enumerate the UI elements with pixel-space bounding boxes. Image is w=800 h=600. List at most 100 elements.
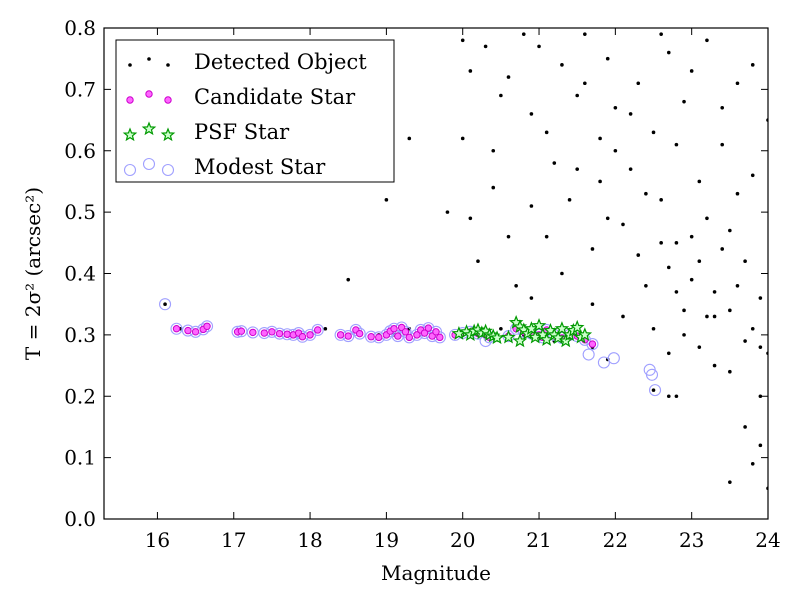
data-point [705,314,709,319]
data-point [621,222,625,227]
y-tick-label: 0.5 [64,200,96,224]
data-point [735,283,740,288]
data-point [314,326,322,334]
data-point [750,461,755,466]
data-point [375,333,383,342]
data-point [590,302,595,306]
x-tick-label: 24 [755,528,780,552]
data-point [569,319,585,334]
data-point [720,247,725,251]
data-point [583,32,587,36]
data-point [689,277,694,282]
data-point [407,136,412,141]
series-layer [159,32,768,491]
data-point [567,198,572,202]
data-point [590,247,595,251]
legend-item-modest-star: Modest Star [123,155,326,179]
data-point [550,330,566,345]
data-point [697,345,702,349]
data-point [424,324,433,332]
legend-label: PSF Star [194,120,290,144]
data-point [260,329,268,337]
data-point [743,259,747,264]
data-point [524,321,539,335]
data-point [648,384,662,397]
data-point [544,234,549,239]
data-point [659,241,663,245]
data-point [476,259,480,264]
x-tick-label: 23 [679,528,704,552]
data-point [413,331,421,339]
data-point [521,32,526,36]
y-axis-label: T = 2σ² (arcsec²) [21,187,45,360]
data-point [491,148,496,153]
data-point [697,179,702,184]
legend-marker [142,157,156,171]
data-point [512,333,528,348]
data-point [468,216,473,221]
data-point [674,241,679,245]
data-point [666,265,671,270]
data-point [384,198,389,202]
legend-marker [128,63,132,67]
data-point [758,345,763,349]
x-tick-label: 16 [145,528,170,552]
data-point [560,271,564,276]
data-point [491,185,496,190]
data-point [537,44,541,49]
legend-marker [122,127,138,142]
data-point [575,167,579,171]
data-point [621,314,625,319]
x-tick-label: 21 [526,528,551,552]
data-point [651,326,656,331]
data-point [597,356,610,369]
data-point [758,443,763,448]
y-tick-label: 0.0 [64,507,96,531]
data-point [460,38,465,43]
data-point [583,81,587,86]
data-point [249,328,257,337]
data-point [544,130,549,135]
legend-marker [166,63,170,67]
data-point [628,167,633,171]
data-point [468,69,473,73]
y-tick-label: 0.6 [64,139,96,163]
data-point [712,290,717,294]
legend-item-candidate-star: Candidate Star [126,85,356,109]
data-point [750,326,755,331]
data-point [628,112,633,116]
data-point [170,322,183,335]
data-point [588,340,597,348]
data-point [306,331,314,339]
data-point [613,105,618,110]
data-point [346,277,351,282]
data-point [644,191,648,196]
data-point [613,148,618,153]
data-point [728,308,732,313]
legend: Detected Object Candidate Star PSF Star Mod… [115,39,395,183]
data-point [735,191,740,196]
y-tick-label: 0.8 [64,16,96,40]
data-point [529,296,534,300]
data-point [529,204,534,208]
data-point [598,136,602,141]
data-point [720,105,725,110]
legend-label: Candidate Star [194,85,356,109]
data-point [460,136,465,141]
data-point [651,130,656,135]
data-point [405,333,413,342]
data-point [501,329,516,344]
data-point [666,394,671,399]
data-point [436,333,444,342]
data-point [298,333,307,341]
data-point [336,331,345,339]
data-point [682,333,686,337]
data-point [203,322,211,330]
data-point [728,480,732,484]
data-point [697,259,702,264]
legend-marker [145,90,153,98]
legend-item-psf-star: PSF Star [122,120,290,144]
data-point [750,173,755,178]
data-point [605,56,610,61]
